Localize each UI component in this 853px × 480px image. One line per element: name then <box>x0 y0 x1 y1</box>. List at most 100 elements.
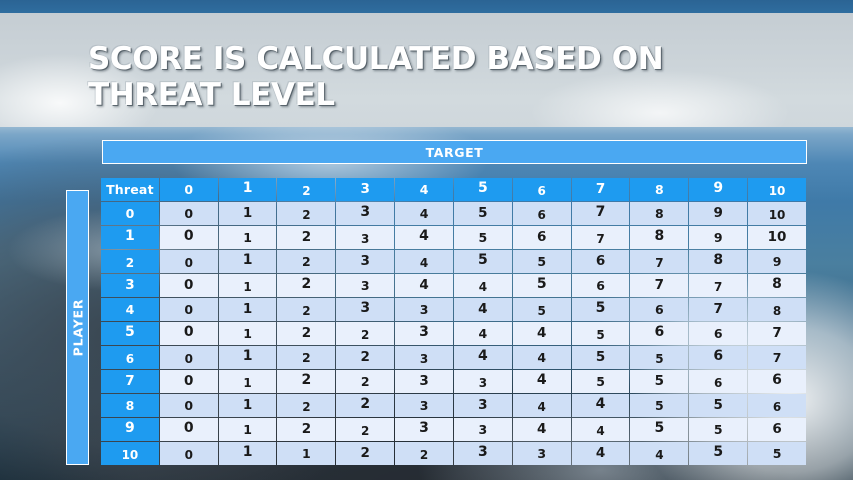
matrix-corner-header: Threat <box>101 178 159 201</box>
matrix-row-header-3: 3 <box>101 274 159 297</box>
matrix-cell: 0 <box>159 346 218 369</box>
matrix-cell: 7 <box>689 298 748 321</box>
matrix-cell: 1 <box>218 226 277 249</box>
matrix-col-header-5: 5 <box>453 178 512 201</box>
matrix-cell: 2 <box>277 226 336 249</box>
matrix-cell: 3 <box>336 250 395 273</box>
matrix-cell: 0 <box>159 250 218 273</box>
matrix-cell: 4 <box>571 394 630 417</box>
matrix-cell: 1 <box>218 250 277 273</box>
matrix-cell: 3 <box>336 274 395 297</box>
matrix-cell: 5 <box>571 370 630 393</box>
matrix-cell: 3 <box>395 346 453 369</box>
matrix-cell: 4 <box>453 346 512 369</box>
matrix-row: 1 0 1 2 3 4 5 6 7 8 9 10 <box>101 226 806 249</box>
matrix-body: 0 0 1 2 3 4 5 6 7 8 9 10 1 0 1 2 3 4 5 6 7 8 9 10 2 0 1 2 3 4 5 5 6 7 8 9 3 0… <box>101 202 806 465</box>
matrix-cell: 0 <box>159 274 218 297</box>
matrix-cell: 7 <box>748 346 806 369</box>
title-band: SCORE IS CALCULATED BASED ON THREAT LEVE… <box>0 13 853 127</box>
matrix-cell: 2 <box>336 370 395 393</box>
top-accent-strip <box>0 0 853 13</box>
matrix-cell: 6 <box>630 322 689 345</box>
matrix-cell: 2 <box>277 202 336 225</box>
matrix-cell: 6 <box>571 274 630 297</box>
matrix-cell: 5 <box>630 370 689 393</box>
matrix-cell: 6 <box>748 418 806 441</box>
matrix-cell: 9 <box>689 226 748 249</box>
matrix-row-header-5: 5 <box>101 322 159 345</box>
matrix-cell: 5 <box>630 394 689 417</box>
matrix-cell: 6 <box>630 298 689 321</box>
matrix-cell: 4 <box>395 226 453 249</box>
matrix-cell: 6 <box>689 346 748 369</box>
matrix-cell: 3 <box>453 442 512 465</box>
matrix-cell: 4 <box>512 418 571 441</box>
matrix-row-header-7: 7 <box>101 370 159 393</box>
matrix-cell: 4 <box>571 418 630 441</box>
matrix-row-header-9: 9 <box>101 418 159 441</box>
matrix-cell: 3 <box>395 370 453 393</box>
target-axis-banner: TARGET <box>102 140 807 164</box>
matrix-cell: 1 <box>218 346 277 369</box>
player-axis-banner: PLAYER <box>66 190 89 465</box>
matrix-row-header-1: 1 <box>101 226 159 249</box>
matrix-cell: 3 <box>336 202 395 225</box>
matrix-cell: 2 <box>277 250 336 273</box>
matrix-cell: 3 <box>395 298 453 321</box>
matrix-cell: 9 <box>689 202 748 225</box>
matrix-row-header-4: 4 <box>101 298 159 321</box>
matrix-cell: 7 <box>571 202 630 225</box>
score-matrix-table: Threat 0 1 2 3 4 5 6 7 8 9 10 0 0 1 2 3 4 5 6 7 8 9 10 1 0 1 2 3 4 5… <box>100 177 807 466</box>
matrix-row-header-8: 8 <box>101 394 159 417</box>
matrix-col-header-0: 0 <box>159 178 218 201</box>
matrix-cell: 5 <box>630 346 689 369</box>
matrix-cell: 2 <box>277 322 336 345</box>
matrix-cell: 0 <box>159 394 218 417</box>
matrix-cell: 3 <box>453 370 512 393</box>
matrix-cell: 1 <box>218 322 277 345</box>
player-axis-label: PLAYER <box>70 298 85 357</box>
matrix-cell: 3 <box>512 442 571 465</box>
matrix-cell: 5 <box>571 298 630 321</box>
matrix-cell: 2 <box>336 394 395 417</box>
matrix-cell: 5 <box>453 250 512 273</box>
matrix-cell: 5 <box>512 274 571 297</box>
matrix-head: Threat 0 1 2 3 4 5 6 7 8 9 10 <box>101 178 806 201</box>
matrix-row-header-2: 2 <box>101 250 159 273</box>
matrix-cell: 0 <box>159 226 218 249</box>
matrix-cell: 7 <box>630 274 689 297</box>
matrix-cell: 4 <box>395 202 453 225</box>
matrix-cell: 3 <box>453 418 512 441</box>
matrix-cell: 7 <box>571 226 630 249</box>
matrix-cell: 2 <box>277 370 336 393</box>
matrix-cell: 2 <box>336 418 395 441</box>
matrix-cell: 5 <box>571 322 630 345</box>
matrix-cell: 1 <box>218 298 277 321</box>
matrix-cell: 3 <box>395 418 453 441</box>
matrix-col-header-1: 1 <box>218 178 277 201</box>
matrix-cell: 2 <box>277 298 336 321</box>
matrix-col-header-10: 10 <box>748 178 806 201</box>
matrix-cell: 6 <box>748 394 806 417</box>
matrix-cell: 5 <box>689 442 748 465</box>
matrix-cell: 1 <box>218 418 277 441</box>
matrix-cell: 5 <box>512 250 571 273</box>
matrix-cell: 4 <box>395 274 453 297</box>
matrix-cell: 4 <box>571 442 630 465</box>
matrix-cell: 6 <box>748 370 806 393</box>
matrix-cell: 7 <box>748 322 806 345</box>
matrix-cell: 4 <box>512 346 571 369</box>
matrix-cell: 5 <box>512 298 571 321</box>
matrix-col-header-3: 3 <box>336 178 395 201</box>
matrix-cell: 8 <box>630 226 689 249</box>
matrix-cell: 4 <box>453 274 512 297</box>
matrix-cell: 4 <box>453 298 512 321</box>
